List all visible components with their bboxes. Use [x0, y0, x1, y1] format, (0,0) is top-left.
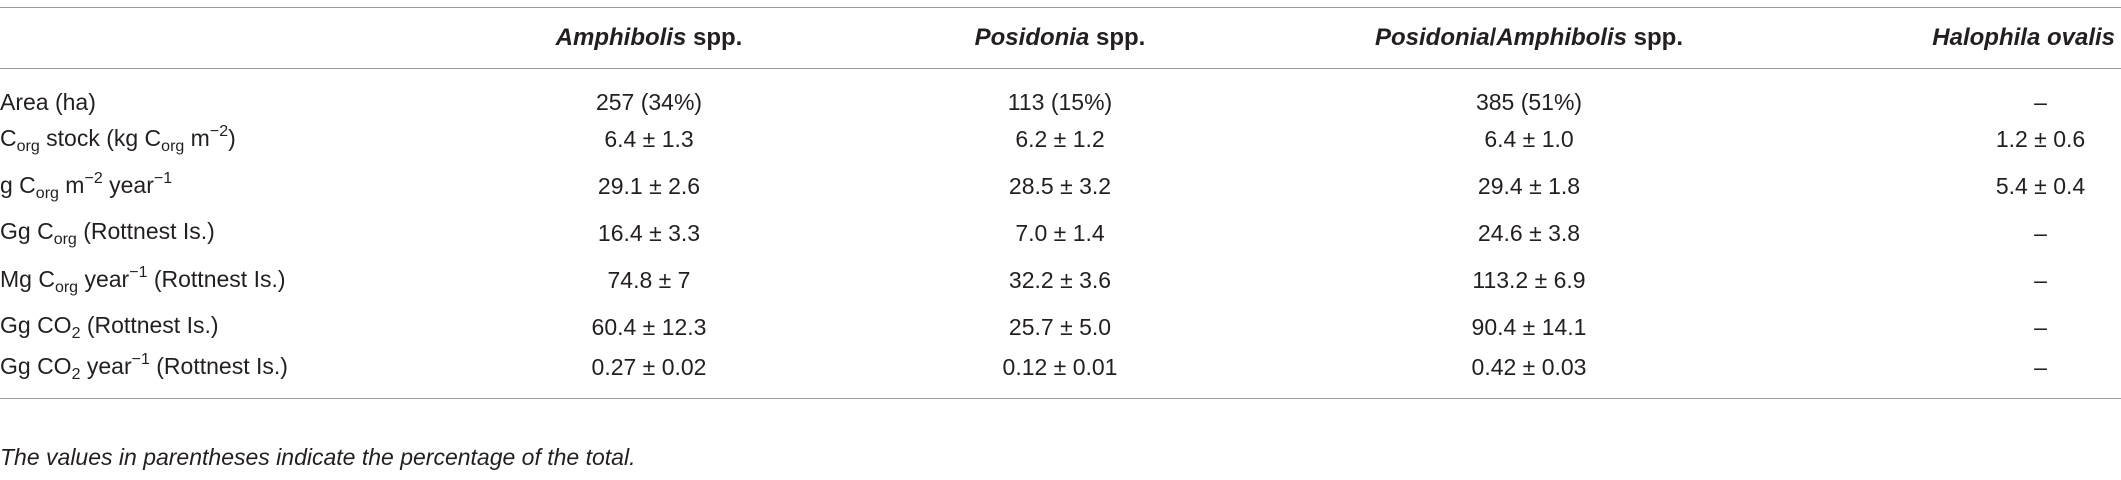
row-label: g Corg m−2 year−1	[0, 163, 440, 210]
row-label: Gg CO2 year−1 (Rottnest Is.)	[0, 351, 440, 398]
cell: 7.0 ± 1.4	[1015, 220, 1105, 246]
header-text: spp.	[1627, 24, 1684, 51]
cell: 113.2 ± 6.9	[1472, 267, 1586, 293]
cell: 29.4 ± 1.8	[1477, 173, 1581, 199]
cell: 16.4 ± 3.3	[597, 220, 701, 246]
row-label: Gg CO2 (Rottnest Is.)	[0, 304, 440, 351]
label-sup: −2	[209, 123, 229, 140]
cell: 24.6 ± 3.8	[1477, 220, 1581, 246]
row: Gg CO2 (Rottnest Is.) 60.4 ± 12.3 25.7 ±…	[0, 304, 2121, 351]
cell: –	[2034, 220, 2047, 246]
header-row: Amphibolis spp. Posidonia spp. Posidonia…	[0, 7, 2121, 69]
label-sub: org	[161, 138, 185, 155]
cell: 0.12 ± 0.01	[1002, 354, 1118, 381]
cell: 29.1 ± 2.6	[597, 173, 701, 199]
row-label: Gg Corg (Rottnest Is.)	[0, 210, 440, 257]
label-text: Gg CO	[0, 353, 72, 380]
header-cell: Posidonia/Amphibolis spp.	[1262, 8, 1796, 69]
data-table: Amphibolis spp. Posidonia spp. Posidonia…	[0, 7, 2121, 399]
label-sub: org	[53, 231, 77, 248]
header-text: spp.	[1089, 24, 1146, 51]
cell: 385 (51%)	[1475, 89, 1583, 115]
header-text: Posidonia	[1374, 24, 1490, 51]
row: Area (ha) 257 (34%) 113 (15%) 385 (51%) …	[0, 69, 2121, 117]
label-text: year	[80, 353, 132, 380]
cell: 25.7 ± 5.0	[1008, 314, 1112, 340]
label-sup: −1	[153, 170, 173, 187]
cell: –	[2034, 354, 2047, 381]
row: Gg Corg (Rottnest Is.) 16.4 ± 3.3 7.0 ± …	[0, 210, 2121, 257]
cell: 6.4 ± 1.0	[1484, 126, 1574, 152]
cell: 6.4 ± 1.3	[604, 126, 694, 152]
cell: –	[2034, 267, 2047, 293]
row: Gg CO2 year−1 (Rottnest Is.) 0.27 ± 0.02…	[0, 351, 2121, 398]
cell: 257 (34%)	[595, 89, 703, 115]
header-cell	[0, 8, 440, 69]
cell: –	[2034, 314, 2047, 340]
label-sup: −1	[131, 351, 150, 369]
label-sub: 2	[71, 325, 81, 342]
label-text: stock (kg C	[39, 125, 162, 151]
row-label: Mg Corg year−1 (Rottnest Is.)	[0, 257, 440, 304]
label-text: Gg C	[0, 218, 54, 244]
label-text: (Rottnest Is.)	[80, 312, 219, 338]
header-cell: Halophila ovalis	[1796, 8, 2121, 69]
label-text: Area (ha)	[0, 89, 96, 115]
row: g Corg m−2 year−1 29.1 ± 2.6 28.5 ± 3.2 …	[0, 163, 2121, 210]
cell: –	[2034, 89, 2047, 115]
header-cell: Amphibolis spp.	[440, 8, 858, 69]
label-text: C	[0, 125, 17, 151]
label-sup: −1	[129, 264, 148, 281]
label-text: year	[78, 266, 130, 292]
row-label: Area (ha)	[0, 69, 440, 117]
row-label: Corg stock (kg Corg m−2)	[0, 116, 440, 163]
label-text: Mg C	[0, 266, 55, 292]
header-text: Amphibolis	[555, 24, 687, 51]
header-text: spp.	[686, 24, 743, 51]
label-text: m	[184, 125, 210, 151]
row: Corg stock (kg Corg m−2) 6.4 ± 1.3 6.2 ±…	[0, 116, 2121, 163]
label-text: year	[102, 172, 154, 198]
label-text: Gg CO	[0, 312, 72, 338]
cell: 5.4 ± 0.4	[1995, 173, 2086, 199]
label-sub: org	[16, 138, 40, 155]
label-sub: org	[35, 185, 59, 202]
label-sup: −2	[84, 170, 103, 187]
cell: 113 (15%)	[1007, 89, 1113, 115]
cell: 32.2 ± 3.6	[1008, 267, 1112, 293]
cell: 6.2 ± 1.2	[1015, 126, 1105, 152]
label-sub: org	[54, 279, 79, 296]
header-cell: Posidonia spp.	[858, 8, 1262, 69]
cell: 28.5 ± 3.2	[1008, 173, 1112, 199]
cell: 0.42 ± 0.03	[1471, 354, 1587, 381]
label-text: )	[228, 125, 236, 151]
label-text: (Rottnest Is.)	[147, 266, 286, 292]
cell: 0.27 ± 0.02	[591, 354, 707, 381]
cell: 90.4 ± 14.1	[1471, 314, 1587, 340]
cell: 74.8 ± 7	[607, 267, 691, 293]
label-text: (Rottnest Is.)	[76, 218, 215, 244]
label-text: m	[58, 172, 85, 198]
label-text: g C	[0, 172, 36, 198]
footnote: The values in parentheses indicate the p…	[0, 444, 636, 470]
header-text: /	[1489, 24, 1497, 51]
row: Mg Corg year−1 (Rottnest Is.) 74.8 ± 7 3…	[0, 257, 2121, 304]
label-text: (Rottnest Is.)	[149, 353, 288, 380]
cell: 1.2 ± 0.6	[1995, 126, 2086, 152]
cell: 60.4 ± 12.3	[591, 314, 707, 340]
header-text: Amphibolis	[1496, 24, 1627, 51]
header-text: Halophila ovalis	[1932, 24, 2115, 51]
label-sub: 2	[71, 366, 81, 384]
header-text: Posidonia	[974, 24, 1090, 51]
